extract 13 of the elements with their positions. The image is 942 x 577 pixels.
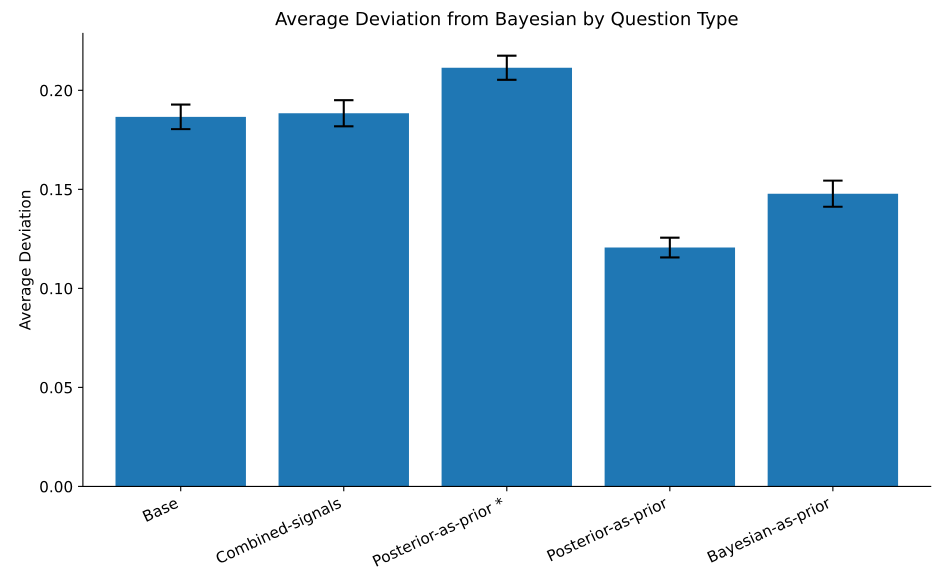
y-tick-label: 0.20 <box>40 84 72 96</box>
bar <box>768 194 898 486</box>
chart-title: Average Deviation from Bayesian by Question Type <box>275 11 738 29</box>
y-axis-title: Average Deviation <box>18 190 34 330</box>
y-tick-label: 0.10 <box>40 282 72 294</box>
y-tick-label: 0.00 <box>40 480 72 492</box>
y-tick-label: 0.15 <box>40 184 72 196</box>
x-tick-label: Base <box>142 496 179 522</box>
bar <box>278 113 409 486</box>
y-tick-label: 0.05 <box>40 382 72 394</box>
bar <box>442 68 572 486</box>
bar <box>116 116 246 486</box>
bar <box>604 248 736 486</box>
